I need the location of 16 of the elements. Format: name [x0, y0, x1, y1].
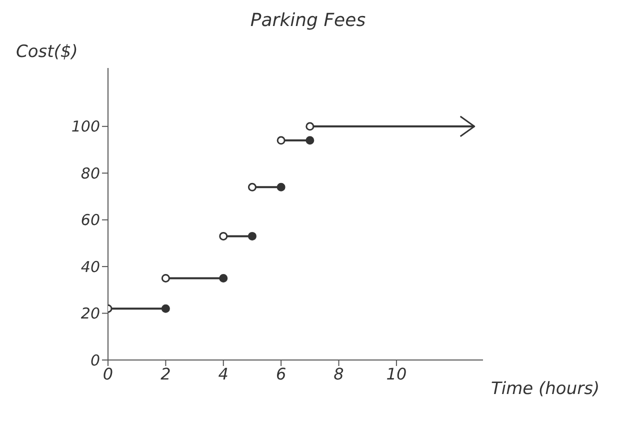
x-tick-label: 8	[334, 364, 344, 384]
x-tick-label: 4	[218, 364, 228, 384]
x-tick-label: 2	[160, 364, 171, 384]
point	[306, 122, 314, 131]
y-axis-title: Cost($)	[16, 42, 78, 62]
x-tick-label: 10	[386, 364, 407, 384]
y-tick-label: 100	[71, 118, 100, 136]
y-tick-label: 60	[80, 211, 100, 230]
x-axis-title: Time (hours)	[491, 379, 600, 400]
chart-title: Parking Fees	[249, 10, 367, 31]
y-tick-label: 40	[80, 258, 100, 276]
x-tick-label: 0	[102, 364, 114, 384]
x-tick-label: 6	[276, 364, 286, 384]
y-tick-label: 0	[90, 351, 100, 370]
y-tick-label: 80	[80, 164, 100, 182]
y-tick-label: 20	[80, 304, 100, 323]
